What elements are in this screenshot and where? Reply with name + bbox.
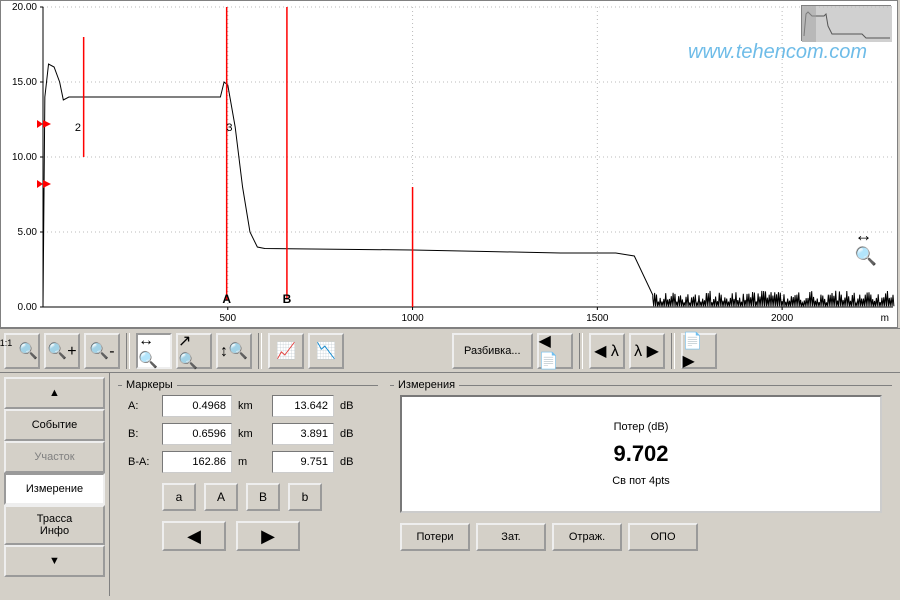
marker-row-label: A: xyxy=(128,400,156,412)
marker-db-value: 9.751 xyxy=(272,451,334,473)
marker-db-value: 3.891 xyxy=(272,423,334,445)
svg-text:1000: 1000 xyxy=(401,313,424,324)
meas-type-button[interactable]: Зат. xyxy=(476,523,546,551)
sidebar: ▲ Событие Участок Измерение Трасса Инфо … xyxy=(0,373,110,596)
marker-button-B[interactable]: B xyxy=(246,483,280,511)
markers-grid: A: 0.4968 km 13.642 dB B: 0.6596 km 3.89… xyxy=(128,395,368,473)
zoom-horiz-button[interactable]: ↔🔍 xyxy=(136,333,172,369)
zoom-diag-button[interactable]: ↗🔍 xyxy=(176,333,212,369)
prev-trace-button[interactable]: ◀📄 xyxy=(537,333,573,369)
svg-text:15.00: 15.00 xyxy=(12,77,37,88)
tab-section[interactable]: Участок xyxy=(4,441,105,473)
panels: Маркеры A: 0.4968 km 13.642 dB B: 0.6596… xyxy=(110,373,900,596)
scroll-down-button[interactable]: ▼ xyxy=(4,545,105,577)
svg-text:3: 3 xyxy=(226,122,232,134)
marker-button-b[interactable]: b xyxy=(288,483,322,511)
marker-pos-unit: m xyxy=(238,456,266,468)
marker-select-buttons: aABb xyxy=(162,483,368,511)
marker-db-unit: dB xyxy=(340,428,362,440)
svg-text:20.00: 20.00 xyxy=(12,2,37,13)
svg-text:2: 2 xyxy=(75,122,81,134)
lower-panel: ▲ Событие Участок Измерение Трасса Инфо … xyxy=(0,372,900,596)
marker-db-value: 13.642 xyxy=(272,395,334,417)
marker-db-unit: dB xyxy=(340,456,362,468)
next-trace-button[interactable]: 📄▶ xyxy=(681,333,717,369)
zoom-1to1-button[interactable]: 1:1🔍 xyxy=(4,333,40,369)
svg-text:0.00: 0.00 xyxy=(18,302,38,313)
markers-panel-title: Маркеры xyxy=(122,379,177,391)
svg-text:1500: 1500 xyxy=(586,313,609,324)
toolbar: 1:1🔍 🔍+ 🔍- ↔🔍 ↗🔍 ↕🔍 📈 📉 Разбивка... ◀📄 ◀… xyxy=(0,328,900,372)
tab-measurement[interactable]: Измерение xyxy=(4,473,105,505)
marker-pos-value: 0.4968 xyxy=(162,395,232,417)
separator xyxy=(258,333,262,369)
next-wavelength-button[interactable]: λ ▶ xyxy=(629,333,665,369)
marker-db-unit: dB xyxy=(340,400,362,412)
otdr-chart: www.tehencom.com ↔🔍 0.005.0010.0015.0020… xyxy=(0,0,898,328)
svg-text:2000: 2000 xyxy=(771,313,794,324)
measurement-display: Потер (dB) 9.702 Св пот 4pts xyxy=(400,395,882,513)
marker-nav: ◀ ▶ xyxy=(162,521,368,551)
svg-text:5.00: 5.00 xyxy=(18,227,38,238)
scroll-up-button[interactable]: ▲ xyxy=(4,377,105,409)
meas-type-button[interactable]: ОПО xyxy=(628,523,698,551)
chart-mode-1-button[interactable]: 📈 xyxy=(268,333,304,369)
svg-text:10.00: 10.00 xyxy=(12,152,37,163)
measurement-type-buttons: ПотериЗат.Отраж.ОПО xyxy=(400,523,882,551)
separator xyxy=(671,333,675,369)
markers-panel: Маркеры A: 0.4968 km 13.642 dB B: 0.6596… xyxy=(118,379,378,590)
marker-row-label: B: xyxy=(128,428,156,440)
svg-text:m: m xyxy=(881,313,889,324)
nav-next-button[interactable]: ▶ xyxy=(236,521,300,551)
prev-wavelength-button[interactable]: ◀ λ xyxy=(589,333,625,369)
svg-text:500: 500 xyxy=(219,313,236,324)
tab-event[interactable]: Событие xyxy=(4,409,105,441)
separator xyxy=(579,333,583,369)
measurement-label: Потер (dB) xyxy=(614,421,669,433)
chart-mode-2-button[interactable]: 📉 xyxy=(308,333,344,369)
svg-text:A: A xyxy=(222,292,231,306)
marker-button-a[interactable]: a xyxy=(162,483,196,511)
separator xyxy=(126,333,130,369)
marker-row-label: B-A: xyxy=(128,456,156,468)
nav-prev-button[interactable]: ◀ xyxy=(162,521,226,551)
meas-type-button[interactable]: Отраж. xyxy=(552,523,622,551)
marker-pos-unit: km xyxy=(238,400,266,412)
meas-type-button[interactable]: Потери xyxy=(400,523,470,551)
marker-button-A[interactable]: A xyxy=(204,483,238,511)
zoom-vert-button[interactable]: ↕🔍 xyxy=(216,333,252,369)
svg-text:B: B xyxy=(283,292,292,306)
zoom-in-button[interactable]: 🔍+ xyxy=(44,333,80,369)
measurements-panel: Измерения Потер (dB) 9.702 Св пот 4pts П… xyxy=(390,379,892,590)
marker-pos-unit: km xyxy=(238,428,266,440)
breakdown-button[interactable]: Разбивка... xyxy=(452,333,533,369)
zoom-out-button[interactable]: 🔍- xyxy=(84,333,120,369)
marker-pos-value: 162.86 xyxy=(162,451,232,473)
measurement-value: 9.702 xyxy=(613,441,668,467)
measurement-sub: Св пот 4pts xyxy=(612,475,670,487)
trace-svg: 0.00 5.00 10.00 15.00 20.00 500 1000 1500 2000 m A… xyxy=(1,1,899,329)
tab-trace-info[interactable]: Трасса Инфо xyxy=(4,505,105,545)
marker-pos-value: 0.6596 xyxy=(162,423,232,445)
measurements-panel-title: Измерения xyxy=(394,379,459,391)
